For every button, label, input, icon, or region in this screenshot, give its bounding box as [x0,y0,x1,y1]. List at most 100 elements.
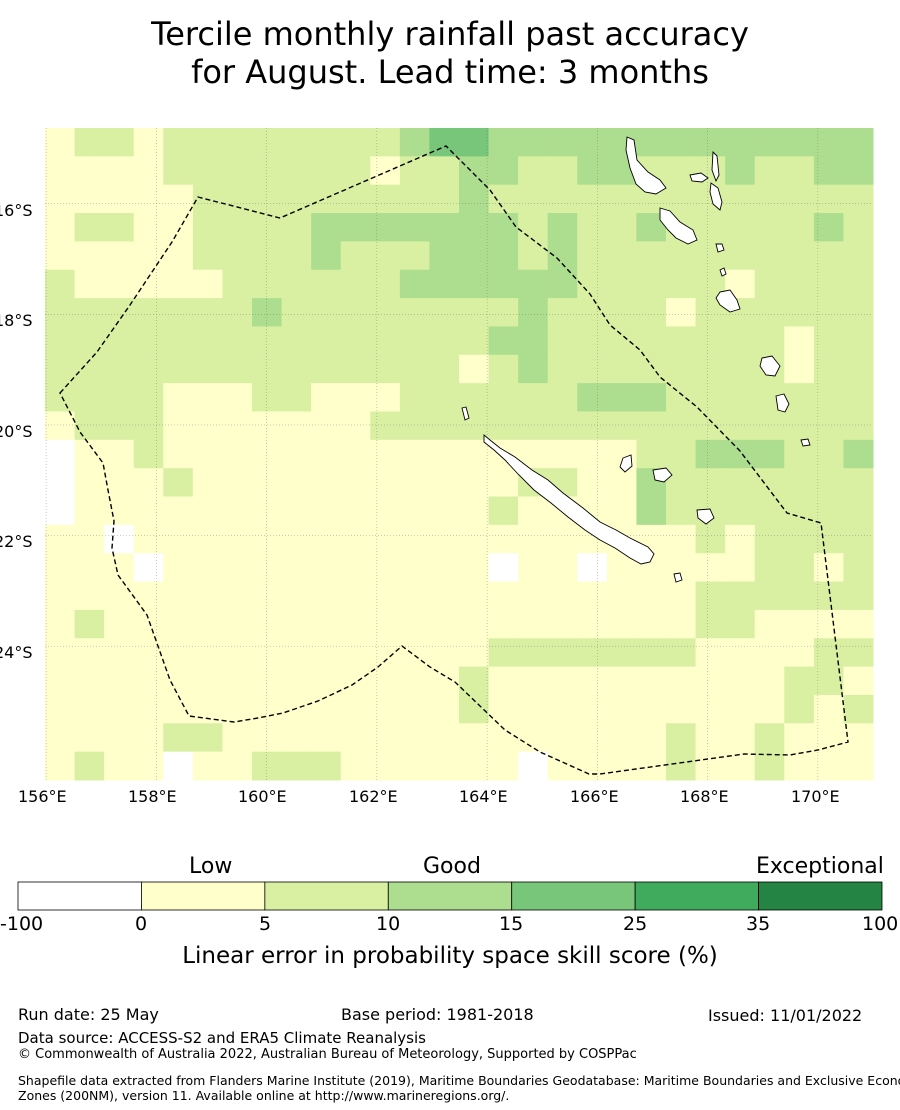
skill-cell [754,553,785,583]
skill-cell [695,468,726,498]
colorbar-word-low: Low [189,854,233,879]
skill-cell [666,468,697,498]
skill-cell [104,524,135,554]
skill-cell [399,383,430,412]
skill-cell [518,723,549,753]
skill-cell [311,524,342,554]
skill-cell [725,383,756,412]
skill-cell [754,213,785,242]
skill-cell [163,524,194,554]
skill-cell [45,609,76,639]
skill-cell [547,298,578,327]
skill-cell [666,298,697,327]
lat-label-18s: 18°S [0,311,33,330]
skill-cell [429,694,460,724]
skill-cell [843,128,874,157]
skill-cell [725,184,756,214]
skill-cell [370,383,401,412]
skill-cell [133,468,164,498]
skill-cell [340,439,371,469]
colorbar-tick-35: 35 [746,913,771,935]
skill-cell [547,723,578,753]
skill-cell [784,609,815,639]
lat-label-20s: 20°S [0,422,33,441]
skill-cell [784,694,815,724]
skill-cell [843,468,874,498]
skill-cell [163,666,194,696]
skill-cell [133,298,164,327]
skill-cell [192,553,223,583]
skill-cell [370,439,401,469]
skill-cell [695,751,726,781]
skill-cell [281,354,312,384]
island-epi [715,243,725,253]
skill-cell [577,609,608,639]
lon-label-166e: 166°E [570,787,619,806]
skill-cell [163,326,194,356]
skill-cell [252,751,283,781]
skill-cell [429,666,460,696]
skill-cell [104,581,135,611]
skill-cell [163,411,194,441]
island-belep-islands [461,406,470,421]
skill-cell [459,269,490,299]
skill-cell [547,269,578,299]
skill-cell [192,354,223,384]
skill-cell [754,609,785,639]
skill-cell [488,666,519,696]
skill-cell [754,468,785,498]
skill-cell [459,439,490,469]
skill-cell [163,241,194,271]
skill-cell [547,156,578,186]
colorbar-segment [141,881,266,911]
skill-cell [311,241,342,271]
skill-cell [133,609,164,639]
skill-cell [399,411,430,441]
skill-cell [104,751,135,781]
skill-cell [340,638,371,668]
skill-cell [104,128,135,157]
skill-cell [843,354,874,384]
skill-cell [370,468,401,498]
skill-cell [252,184,283,214]
skill-cell [252,241,283,271]
skill-cell [577,241,608,271]
skill-cell [725,354,756,384]
skill-cell [399,439,430,469]
skill-cell [843,666,874,696]
skill-cell [547,411,578,441]
skill-cell [104,411,135,441]
skill-cell [577,354,608,384]
skill-cell [606,213,637,242]
colorbar-segment [264,881,389,911]
skill-cell [163,496,194,526]
skill-cell [252,269,283,299]
skill-cell [340,723,371,753]
skill-cell [843,269,874,299]
skill-cell [163,128,194,157]
skill-cell [784,524,815,554]
lon-label-158e: 158°E [128,787,177,806]
skill-cell [370,241,401,271]
copyright: © Commonwealth of Australia 2022, Austra… [18,1047,637,1062]
skill-cell [104,269,135,299]
skill-cell [666,354,697,384]
skill-cell [370,496,401,526]
skill-cell [252,468,283,498]
skill-cell [340,383,371,412]
skill-cell [725,581,756,611]
skill-cell [429,751,460,781]
skill-cell [311,298,342,327]
skill-cell [488,723,519,753]
skill-cell [606,298,637,327]
skill-cell [281,383,312,412]
skill-cell [399,213,430,242]
colorbar-segment [17,881,142,911]
skill-cell [74,439,105,469]
skill-cell [754,666,785,696]
skill-cell [843,581,874,611]
skill-cell [813,326,844,356]
skill-cell [488,213,519,242]
lon-label-162e: 162°E [349,787,398,806]
skill-cell [370,298,401,327]
